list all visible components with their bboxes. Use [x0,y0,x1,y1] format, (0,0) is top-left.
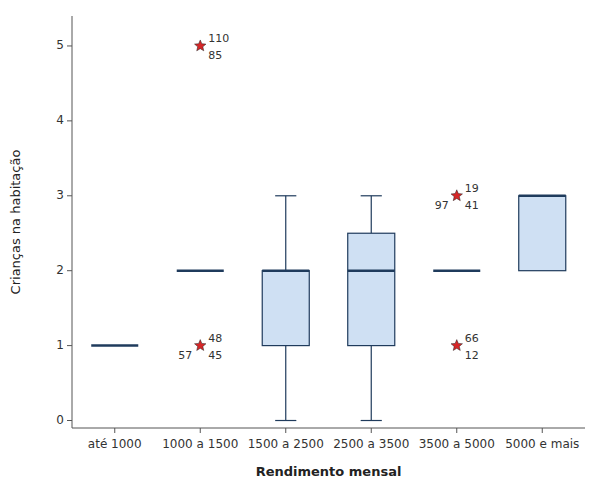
median [348,269,395,272]
y-tick [67,345,72,346]
box [262,271,309,346]
y-tick-label: 4 [56,113,64,127]
outlier-label: 48 [208,332,222,345]
median [433,269,480,272]
x-tick [114,428,115,433]
upper-cap [361,195,382,196]
lower-cap [361,420,382,421]
x-axis-line [72,428,585,429]
outlier [451,190,462,201]
median [262,269,309,272]
y-tick-label: 0 [56,413,64,427]
y-tick [67,270,72,271]
x-tick [371,428,372,433]
x-tick-label: 5000 e mais [505,437,579,451]
upper-whisker [371,196,372,233]
outlier-label: 19 [465,182,479,195]
y-tick [67,45,72,46]
x-tick [542,428,543,433]
x-tick-label: 2500 a 3500 [333,437,409,451]
y-axis-label: Crianças na habitação [8,150,23,295]
outlier-label: 57 [178,349,192,362]
outlier-label: 66 [465,332,479,345]
upper-cap [275,195,296,196]
x-tick-label: até 1000 [88,437,142,451]
chart: 012345até 10001000 a 15001500 a 25002500… [0,0,601,490]
x-tick [285,428,286,433]
marks [91,40,566,421]
outlier [195,40,206,51]
y-tick-label: 5 [56,38,64,52]
outlier-label: 41 [465,199,479,212]
x-tick-label: 3500 a 5000 [419,437,495,451]
box [519,196,566,271]
upper-whisker [285,196,286,271]
x-tick-label: 1500 a 2500 [248,437,324,451]
x-tick [200,428,201,433]
median [177,269,224,272]
outlier-label: 45 [208,349,222,362]
outlier [195,340,206,351]
y-axis-line [72,16,73,428]
y-tick-label: 1 [56,338,64,352]
y-tick [67,120,72,121]
x-tick-label: 1000 a 1500 [162,437,238,451]
lower-cap [275,420,296,421]
outlier-label: 97 [435,199,449,212]
y-tick-label: 2 [56,263,64,277]
outlier-label: 110 [208,32,229,45]
x-tick [456,428,457,433]
y-tick [67,420,72,421]
lower-whisker [285,346,286,421]
outlier-label: 85 [208,49,222,62]
y-tick-label: 3 [56,188,64,202]
annotations: 110 85 48 45 57 19 41 97 66 12 [178,32,479,362]
outlier [451,340,462,351]
x-axis-label: Rendimento mensal [256,464,402,479]
lower-whisker [371,346,372,421]
y-tick [67,195,72,196]
median [91,344,138,347]
median [519,195,566,198]
box [348,233,395,345]
outlier-label: 12 [465,349,479,362]
